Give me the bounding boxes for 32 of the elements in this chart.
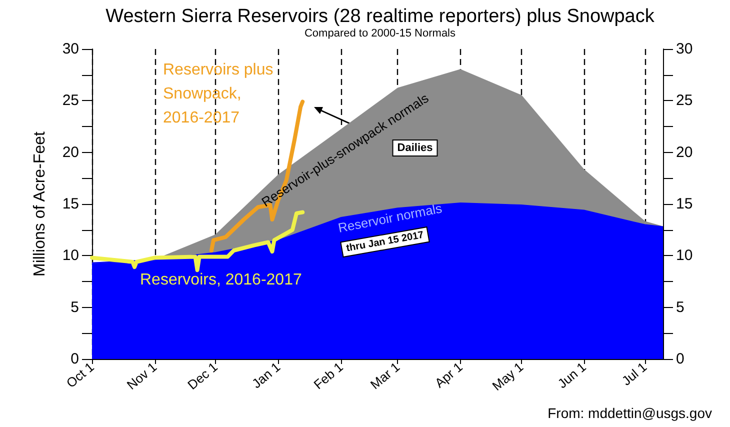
text: From: mddettin@usgs.gov [548,405,712,421]
x-tick-label: May 1 [489,359,526,394]
x-tick-label: Jul 1 [618,359,650,388]
y-tick-label: 25 [62,92,79,110]
x-tick-label: Jun 1 [554,359,589,392]
y-tick-label: 15 [62,196,79,212]
y2-tick-label: 0 [676,350,684,368]
y2-tick-label: 30 [676,40,693,58]
chart-title: Western Sierra Reservoirs (28 realtime reporters) plus Snowpack [106,6,655,27]
y2-tick-label: 25 [676,92,693,110]
x-tick-label: Dec 1 [184,359,220,393]
x-tick-label: Feb 1 [310,359,346,392]
x-tick-label: Mar 1 [367,359,403,392]
series-label: Reservoirs, 2016-2017 [140,272,302,288]
y-tick-label: 30 [62,40,79,58]
line-series [90,210,305,272]
y2-tick-label: 5 [676,298,684,316]
y-axis-title: Millions of Acre-Feet [32,130,48,276]
y-tick-label: 10 [62,247,79,264]
annotation: Dailies [397,142,433,154]
x-tick-label: Nov 1 [124,359,160,393]
annotation: thru Jan 15 2017 [345,230,425,254]
y2-tick-label: 20 [676,144,693,161]
x-tick-label: Jan 1 [249,359,284,392]
y2-tick-label: 10 [676,247,693,264]
y-tick-label: 5 [70,298,79,316]
chart-subtitle: Compared to 2000-15 Normals [304,28,456,40]
y2-tick-label: 15 [676,196,693,212]
y-tick-label: 0 [70,350,79,368]
x-tick-label: Apr 1 [432,359,466,391]
series-label: Reservoirs plus Snowpack, 2016-2017 [163,62,278,126]
y-tick-label: 20 [62,144,79,161]
